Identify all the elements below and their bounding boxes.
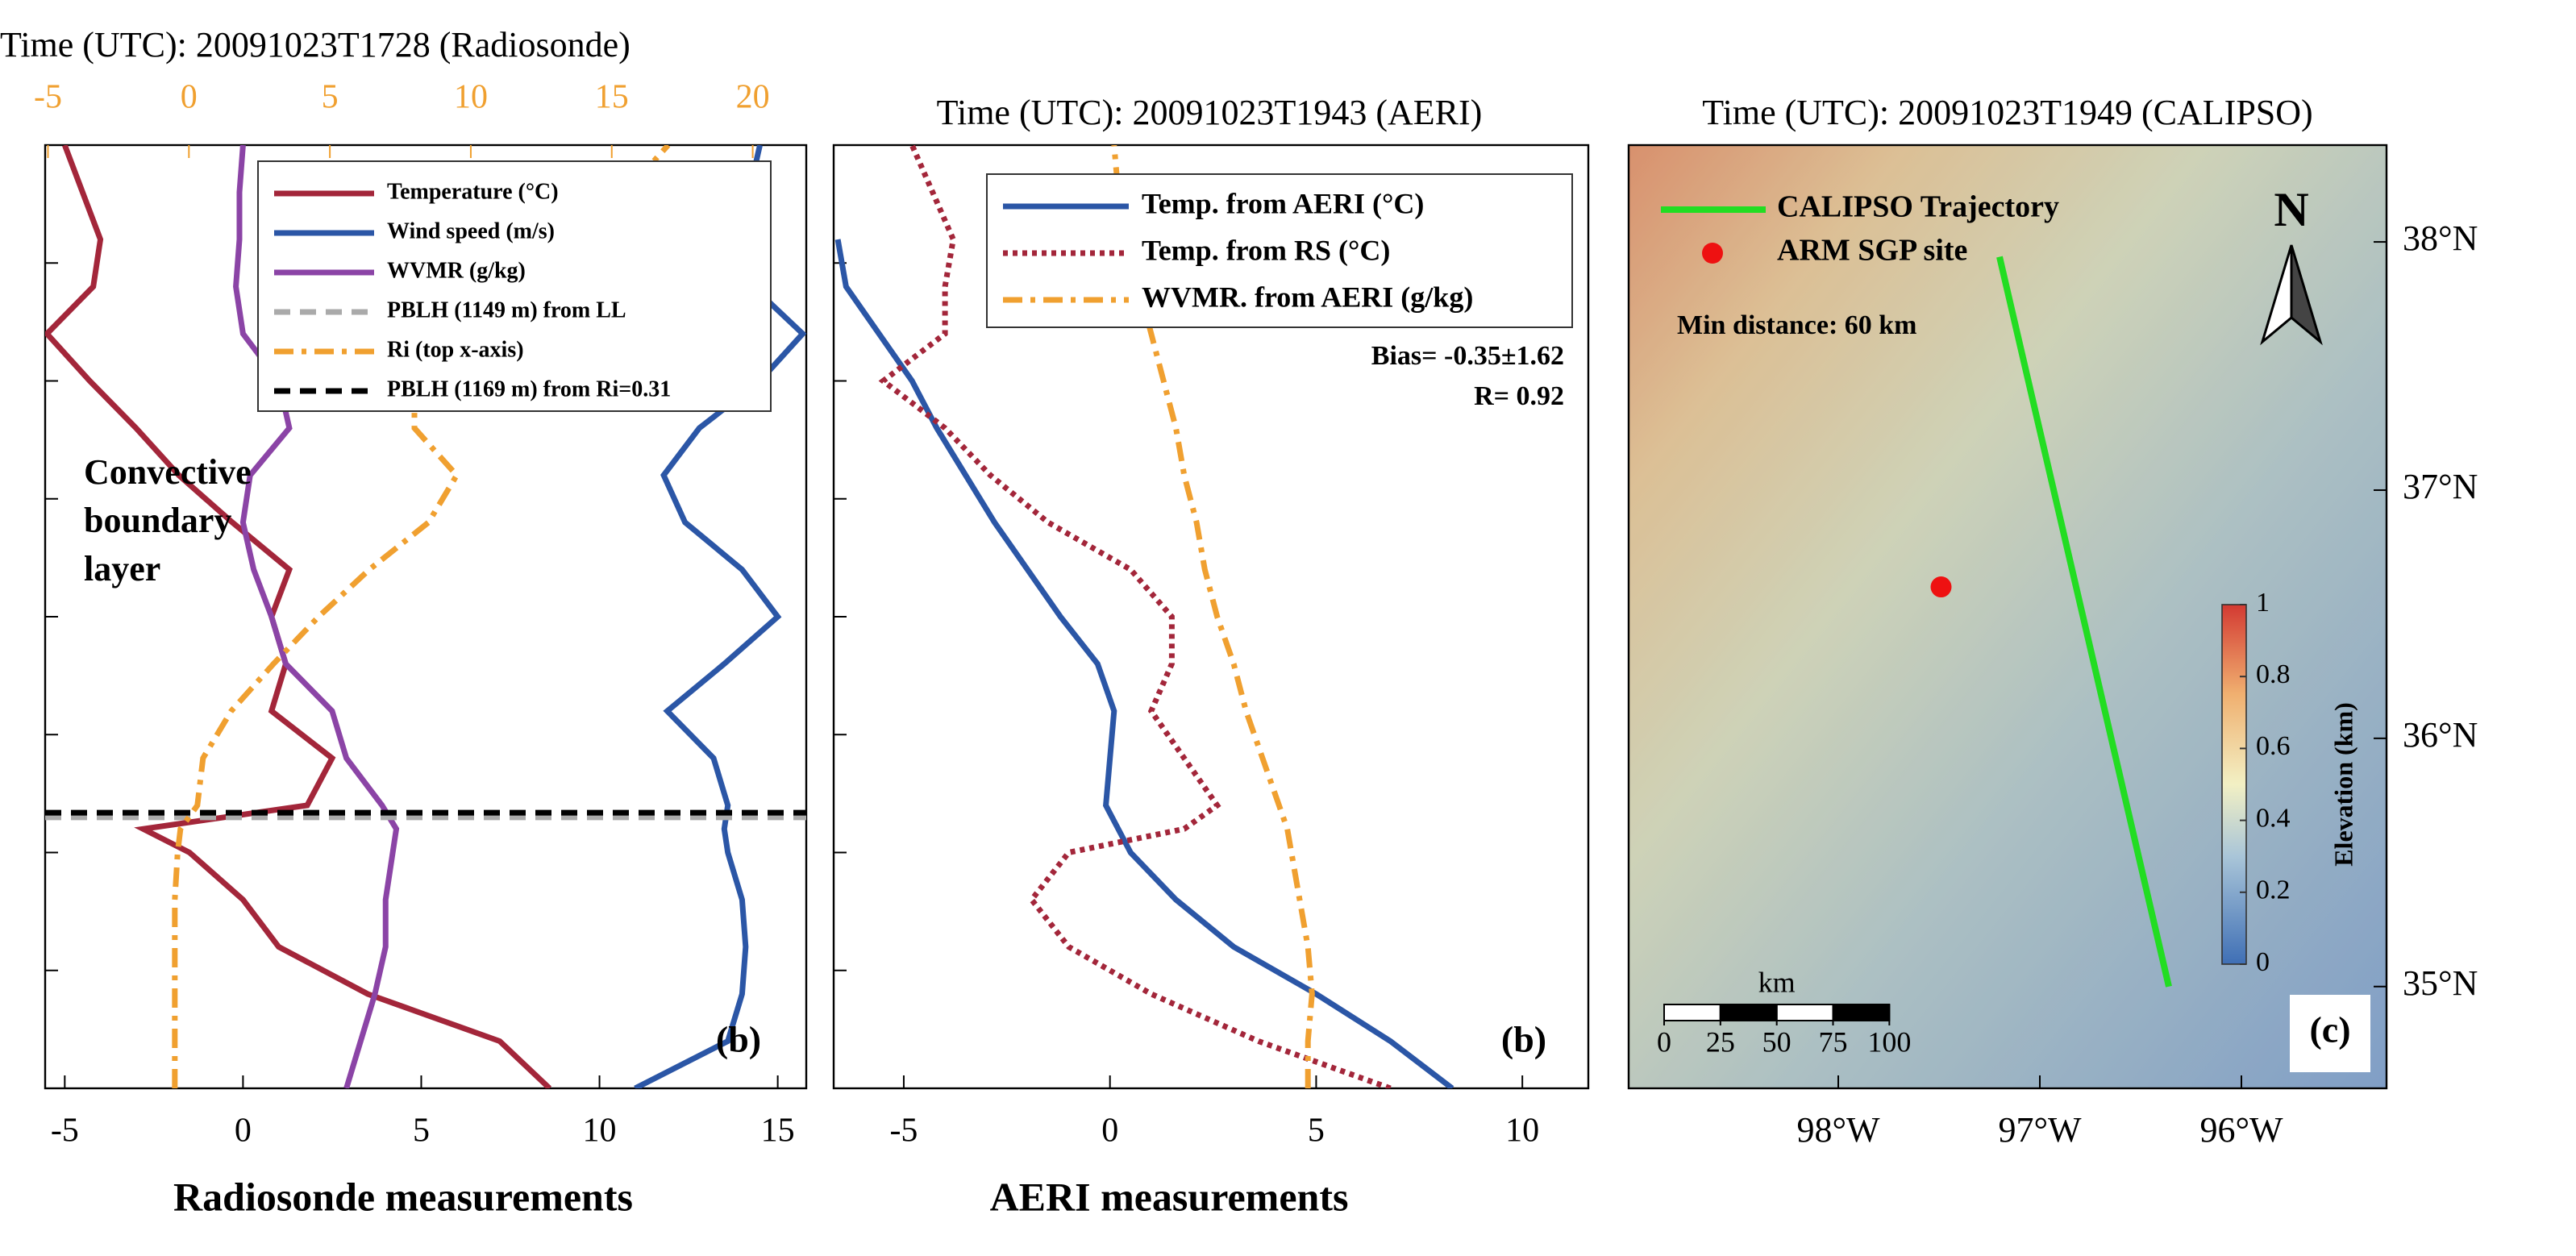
legend-label: PBLH (1149 m) from LL <box>387 297 626 322</box>
legend-label: CALIPSO Trajectory <box>1777 190 2059 224</box>
legend-swatch <box>1702 243 1723 264</box>
legend-label: Wind speed (m/s) <box>387 218 555 243</box>
x-axis-title: AERI measurements <box>990 1174 1349 1219</box>
profile-line <box>634 145 806 1088</box>
panel-label: (c) <box>2309 1009 2350 1050</box>
colorbar-tick-label: 0 <box>2256 947 2270 977</box>
panel-title: Time (UTC): 20091023T1949 (CALIPSO) <box>1702 93 2312 132</box>
x-tick-label: -5 <box>889 1113 918 1150</box>
colorbar-tick-label: 0.2 <box>2256 875 2291 905</box>
lon-tick-label: 96°W <box>2199 1110 2283 1150</box>
scalebar-label: 75 <box>1819 1025 1848 1058</box>
scalebar-label: 50 <box>1762 1025 1792 1058</box>
legend-label: WVMR. from AERI (g/kg) <box>1142 281 1473 313</box>
legend-label: Temp. from AERI (°C) <box>1142 187 1424 219</box>
annotation: layer <box>84 549 160 588</box>
x-tick-label: 15 <box>761 1113 795 1150</box>
profile-line <box>233 145 400 1088</box>
x2-tick-label: 10 <box>454 79 488 116</box>
lat-tick-label: 35°N <box>2403 963 2478 1003</box>
x-axis-title: Radiosonde measurements <box>173 1174 633 1219</box>
x-tick-label: 0 <box>1101 1113 1118 1150</box>
x-tick-label: 5 <box>1308 1113 1325 1150</box>
north-label: N <box>2274 183 2308 236</box>
annotation: Convective <box>84 452 252 492</box>
x2-tick-label: 20 <box>736 79 770 116</box>
lat-tick-label: 37°N <box>2403 467 2478 506</box>
colorbar-tick-label: 0.6 <box>2256 731 2291 761</box>
panel-label: (b) <box>716 1019 761 1060</box>
colorbar-tick-label: 0.4 <box>2256 803 2291 833</box>
legend-label: Ri (top x-axis) <box>387 337 524 362</box>
scalebar-label: 25 <box>1706 1025 1735 1058</box>
scalebar-segment <box>1832 1004 1891 1021</box>
legend-label: Temp. from RS (°C) <box>1142 234 1390 266</box>
legend-label: Temperature (°C) <box>387 179 559 204</box>
legend-label: PBLH (1169 m) from Ri=0.31 <box>387 376 671 401</box>
panel-label-box <box>2290 995 2370 1072</box>
colorbar-tick-label: 0.8 <box>2256 659 2291 689</box>
colorbar <box>2221 604 2247 965</box>
annotation: boundary <box>84 501 231 540</box>
site-marker <box>1930 576 1952 598</box>
profile-line <box>1111 145 1315 1088</box>
panel-title: Time (UTC): 20091023T1943 (AERI) <box>937 93 1483 132</box>
lon-tick-label: 98°W <box>1796 1110 1880 1150</box>
scalebar-segment <box>1719 1004 1778 1021</box>
north-arrow-right <box>2290 244 2323 346</box>
colorbar-title: Elevation (km) <box>2328 702 2358 867</box>
x-tick-label: -5 <box>51 1113 79 1150</box>
map-frame <box>1627 143 2388 1090</box>
x-tick-label: 5 <box>413 1113 430 1150</box>
x-tick-label: 0 <box>235 1113 252 1150</box>
panel-title: Time (UTC): 20091023T1728 (Radiosonde) <box>0 25 630 64</box>
lat-tick-label: 38°N <box>2403 218 2478 258</box>
scalebar-segment <box>1775 1004 1834 1021</box>
trajectory <box>1996 256 2172 988</box>
profile-line <box>834 239 1454 1088</box>
scalebar-unit: km <box>1758 966 1796 998</box>
panel-label: (b) <box>1501 1019 1546 1060</box>
annotation: R= 0.92 <box>1474 381 1564 411</box>
x2-tick-label: 0 <box>181 79 198 116</box>
lat-tick-label: 36°N <box>2403 715 2478 755</box>
x2-tick-label: -5 <box>34 79 62 116</box>
scalebar-label: 100 <box>1867 1025 1911 1058</box>
lon-tick-label: 97°W <box>1998 1110 2082 1150</box>
x2-tick-label: 15 <box>595 79 629 116</box>
colorbar-tick-label: 1 <box>2256 588 2270 618</box>
scalebar-segment <box>1663 1004 1721 1021</box>
x-tick-label: 10 <box>583 1113 617 1150</box>
x-tick-label: 10 <box>1505 1113 1539 1150</box>
legend-box <box>257 160 772 412</box>
legend-label: ARM SGP site <box>1777 234 1967 268</box>
legend-label: WVMR (g/kg) <box>387 258 526 283</box>
scalebar-label: 0 <box>1657 1025 1671 1058</box>
annotation: Min distance: 60 km <box>1677 310 1917 340</box>
x2-tick-label: 5 <box>322 79 339 116</box>
annotation: Bias= -0.35±1.62 <box>1371 341 1564 371</box>
